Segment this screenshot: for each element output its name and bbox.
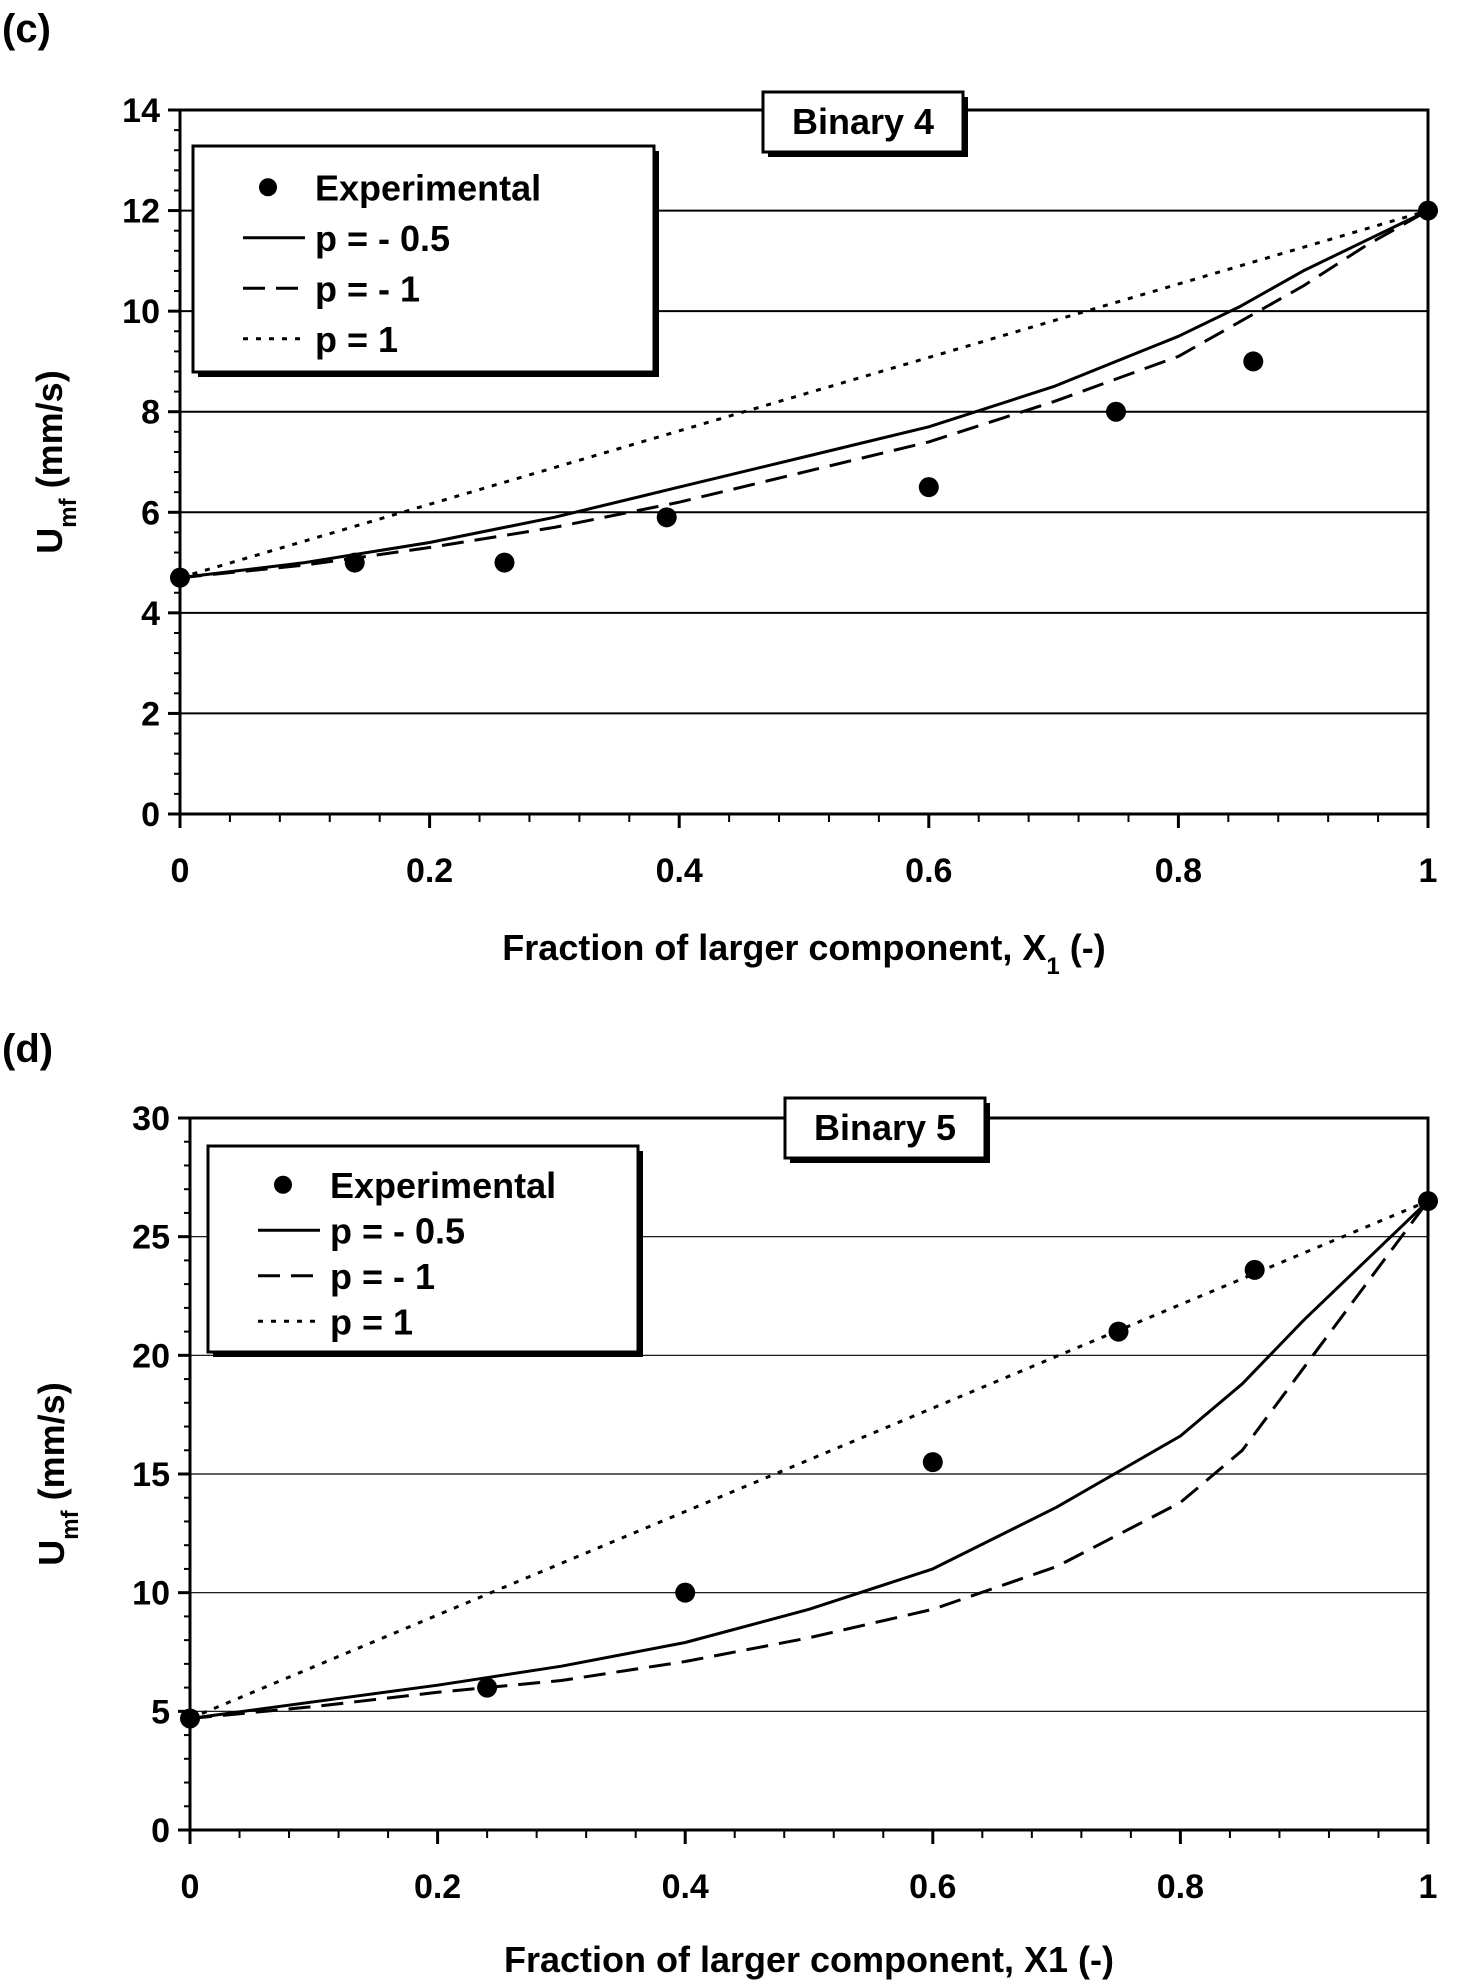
legend-marker-point: [274, 1175, 292, 1194]
panel-label: (d): [2, 1027, 53, 1071]
y-tick-label: 14: [122, 92, 160, 130]
title-box: [761, 90, 965, 154]
chart-panel-1: (c) 0 2 4 6 8 10 12 14 0 0.2 0.4 0.6 0.8 1 Fraction of …: [2, 7, 1438, 980]
y-tick-label: 5: [151, 1693, 170, 1731]
y-tick-label: 0: [141, 796, 160, 834]
y-tick-label: 2: [141, 695, 160, 733]
legend-label: Experimental: [330, 1165, 556, 1206]
x-tick-label: 0.4: [656, 852, 703, 890]
x-tick-label: 0.8: [1157, 1868, 1204, 1906]
chart-title: Binary 4: [792, 101, 934, 142]
series-line-1: [189, 1200, 1430, 1720]
series-line-3: [179, 209, 1429, 580]
data-point: [1418, 200, 1438, 221]
series-line-2: [189, 1200, 1430, 1720]
data-point: [1108, 1321, 1129, 1342]
y-axis-label: Umf (mm/s): [29, 370, 82, 553]
data-point: [922, 1452, 943, 1473]
legend-label: p = - 0.5: [330, 1210, 465, 1251]
data-point: [494, 552, 515, 573]
x-tick-label: 0.4: [662, 1868, 709, 1906]
chart-panel-2: (d) 0 5 10 15 20 25 30 0 0.2 0.4 0.6 0.8 1 Fraction of…: [2, 1027, 1438, 1980]
y-tick-label: 20: [132, 1337, 170, 1375]
data-point: [918, 477, 939, 498]
x-tick-label: 0.8: [1155, 852, 1202, 890]
data-point: [1106, 401, 1126, 422]
legend-marker-point: [259, 178, 277, 197]
panel-label: (c): [2, 7, 51, 51]
y-tick-label: 30: [132, 1100, 170, 1138]
title-box: [783, 1096, 987, 1160]
y-tick-label: 15: [132, 1456, 170, 1494]
x-tick-label: 0.2: [406, 852, 453, 890]
x-tick-label: 0.6: [909, 1868, 956, 1906]
data-point: [170, 567, 190, 588]
y-tick-label: 4: [141, 595, 160, 633]
data-point: [1244, 1259, 1265, 1280]
y-tick-label: 25: [132, 1219, 170, 1257]
y-axis-label: Umf (mm/s): [31, 1382, 84, 1565]
data-point: [477, 1677, 498, 1698]
x-tick-label: 0.6: [905, 852, 952, 890]
y-tick-label: 0: [151, 1812, 170, 1850]
data-point: [1243, 351, 1264, 372]
x-tick-label: 1: [1419, 852, 1438, 890]
legend-label: p = 1: [315, 319, 398, 360]
legend-label: p = - 1: [315, 268, 420, 309]
x-tick-label: 0: [181, 1868, 200, 1906]
data-point: [180, 1708, 200, 1729]
series-line-3: [189, 1199, 1429, 1720]
legend-label: p = 1: [330, 1301, 413, 1342]
series-line-1: [179, 209, 1429, 580]
x-tick-label: 0: [171, 852, 190, 890]
legend-label: p = - 1: [330, 1256, 435, 1297]
x-tick-label: 0.2: [414, 1868, 461, 1906]
data-point: [1418, 1191, 1438, 1212]
y-tick-label: 10: [122, 293, 160, 331]
chart-title: Binary 5: [814, 1107, 956, 1148]
x-tick-label: 1: [1419, 1868, 1438, 1906]
data-point: [656, 507, 677, 528]
y-tick-label: 10: [132, 1575, 170, 1613]
y-tick-label: 6: [141, 494, 160, 532]
x-axis-label: Fraction of larger component, X1 (-): [504, 1939, 1114, 1980]
legend-label: Experimental: [315, 167, 541, 208]
data-point: [344, 552, 365, 573]
y-tick-label: 12: [122, 193, 160, 231]
x-axis-label: Fraction of larger component, X1 (-): [502, 927, 1105, 980]
legend-label: p = - 0.5: [315, 218, 450, 259]
series-line-2: [179, 209, 1429, 580]
data-point: [675, 1582, 696, 1603]
y-tick-label: 8: [141, 394, 160, 432]
